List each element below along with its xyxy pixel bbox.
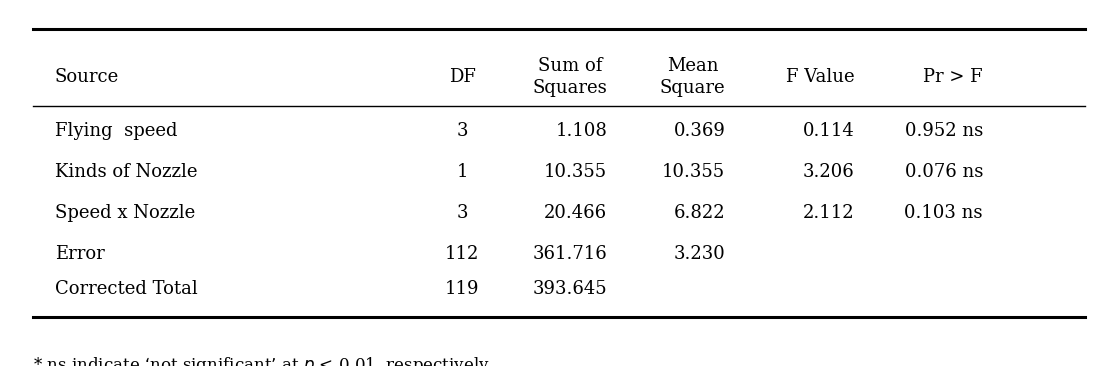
Text: 20.466: 20.466 [544,204,607,222]
Text: * ns indicate ‘not significant’ at $p$ < 0.01, respectively.: * ns indicate ‘not significant’ at $p$ <… [34,355,494,366]
Text: 0.103 ns: 0.103 ns [904,204,983,222]
Text: Source: Source [55,68,119,86]
Text: 361.716: 361.716 [532,245,607,263]
Text: 0.369: 0.369 [673,122,726,140]
Text: 6.822: 6.822 [674,204,726,222]
Text: 119: 119 [445,280,480,298]
Text: Error: Error [55,245,104,263]
Text: Pr > F: Pr > F [923,68,983,86]
Text: Mean
Square: Mean Square [660,57,726,97]
Text: 3.230: 3.230 [674,245,726,263]
Text: 3: 3 [456,122,468,140]
Text: Corrected Total: Corrected Total [55,280,197,298]
Text: 10.355: 10.355 [544,163,607,181]
Text: 10.355: 10.355 [662,163,726,181]
Text: 3.206: 3.206 [803,163,854,181]
Text: Flying  speed: Flying speed [55,122,177,140]
Text: Sum of
Squares: Sum of Squares [532,57,607,97]
Text: Kinds of Nozzle: Kinds of Nozzle [55,163,197,181]
Text: Speed x Nozzle: Speed x Nozzle [55,204,195,222]
Text: 2.112: 2.112 [803,204,854,222]
Text: DF: DF [449,68,476,86]
Text: F Value: F Value [786,68,854,86]
Text: 0.952 ns: 0.952 ns [904,122,983,140]
Text: 0.114: 0.114 [803,122,854,140]
Text: 1: 1 [456,163,468,181]
Text: 112: 112 [445,245,480,263]
Text: 3: 3 [456,204,468,222]
Text: 1.108: 1.108 [556,122,607,140]
Text: 393.645: 393.645 [532,280,607,298]
Text: 0.076 ns: 0.076 ns [904,163,983,181]
